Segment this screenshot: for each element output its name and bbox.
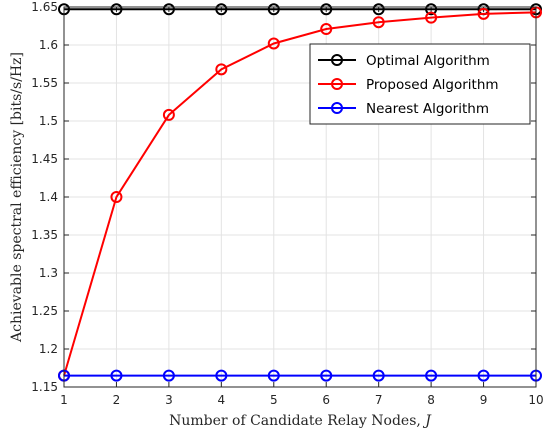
y-tick-label: 1.3 (39, 266, 58, 280)
x-tick-label: 6 (322, 393, 330, 407)
data-point-nearest-algorithm (425, 369, 438, 382)
data-point-optimal-algorithm (267, 3, 280, 16)
x-axis-label: Number of Candidate Relay Nodes, J (169, 413, 432, 429)
y-tick-label: 1.6 (39, 38, 58, 52)
legend-swatch-marker (331, 54, 343, 66)
data-point-proposed-algorithm (425, 11, 438, 24)
legend-swatch-marker (331, 102, 343, 114)
data-point-optimal-algorithm (425, 3, 438, 16)
data-point-nearest-algorithm (477, 369, 490, 382)
data-point-nearest-algorithm (215, 369, 228, 382)
data-point-proposed-algorithm (267, 37, 280, 50)
y-tick-label: 1.2 (39, 342, 58, 356)
data-point-nearest-algorithm (162, 369, 175, 382)
y-tick-label: 1.35 (31, 228, 58, 242)
legend-label: Nearest Algorithm (366, 101, 489, 117)
plot-frame (63, 6, 537, 388)
y-tick-label: 1.15 (31, 380, 58, 394)
data-point-nearest-algorithm (372, 369, 385, 382)
x-tick-label: 2 (113, 393, 121, 407)
legend-entry-nearest-algorithm: Nearest Algorithm (318, 101, 489, 117)
tick-labels: 1 2 3 4 5 6 7 8 9 10 1.15 1.2 1.25 1.3 1.35 1.4 1.45 1.5 1… (31, 0, 543, 407)
legend-entry-optimal-algorithm: Optimal Algorithm (318, 53, 490, 69)
series-layer (58, 3, 542, 382)
data-point-nearest-algorithm (320, 369, 333, 382)
data-point-optimal-algorithm (215, 3, 228, 16)
y-tick-label: 1.5 (39, 114, 58, 128)
legend-label: Proposed Algorithm (366, 77, 499, 93)
y-tick-label: 1.4 (39, 190, 58, 204)
data-point-proposed-algorithm (215, 63, 228, 76)
y-tick-label: 1.55 (31, 76, 58, 90)
x-tick-label: 8 (427, 393, 435, 407)
data-point-nearest-algorithm (110, 369, 123, 382)
data-point-optimal-algorithm (320, 3, 333, 16)
x-tick-label: 9 (480, 393, 488, 407)
data-point-nearest-algorithm (267, 369, 280, 382)
data-point-proposed-algorithm (320, 23, 333, 36)
data-point-proposed-algorithm (162, 108, 175, 121)
series-line-proposed-algorithm (63, 11, 537, 376)
x-axis-label-variable: J (422, 413, 432, 429)
data-point-proposed-algorithm (477, 7, 490, 20)
data-point-optimal-algorithm (372, 3, 385, 16)
x-tick-label: 3 (165, 393, 173, 407)
legend-entry-proposed-algorithm: Proposed Algorithm (318, 77, 499, 93)
x-tick-label: 5 (270, 393, 278, 407)
y-tick-label: 1.45 (31, 152, 58, 166)
legend-swatch-marker (331, 78, 343, 90)
x-tick-label: 4 (218, 393, 226, 407)
y-axis-label: Achievable spectral efficiency [bits/s/H… (9, 52, 25, 343)
y-tick-label: 1.25 (31, 304, 58, 318)
legend-label: Optimal Algorithm (366, 53, 490, 69)
data-point-optimal-algorithm (110, 3, 123, 16)
series-proposed-algorithm (58, 6, 542, 382)
data-point-proposed-algorithm (372, 16, 385, 29)
x-tick-label: 1 (60, 393, 68, 407)
data-point-optimal-algorithm (162, 3, 175, 16)
legend: Optimal Algorithm Proposed Algorithm Neare… (309, 43, 531, 125)
data-point-proposed-algorithm (110, 191, 123, 203)
x-tick-label: 10 (528, 393, 543, 407)
y-tick-label: 1.65 (31, 0, 58, 14)
x-tick-label: 7 (375, 393, 383, 407)
